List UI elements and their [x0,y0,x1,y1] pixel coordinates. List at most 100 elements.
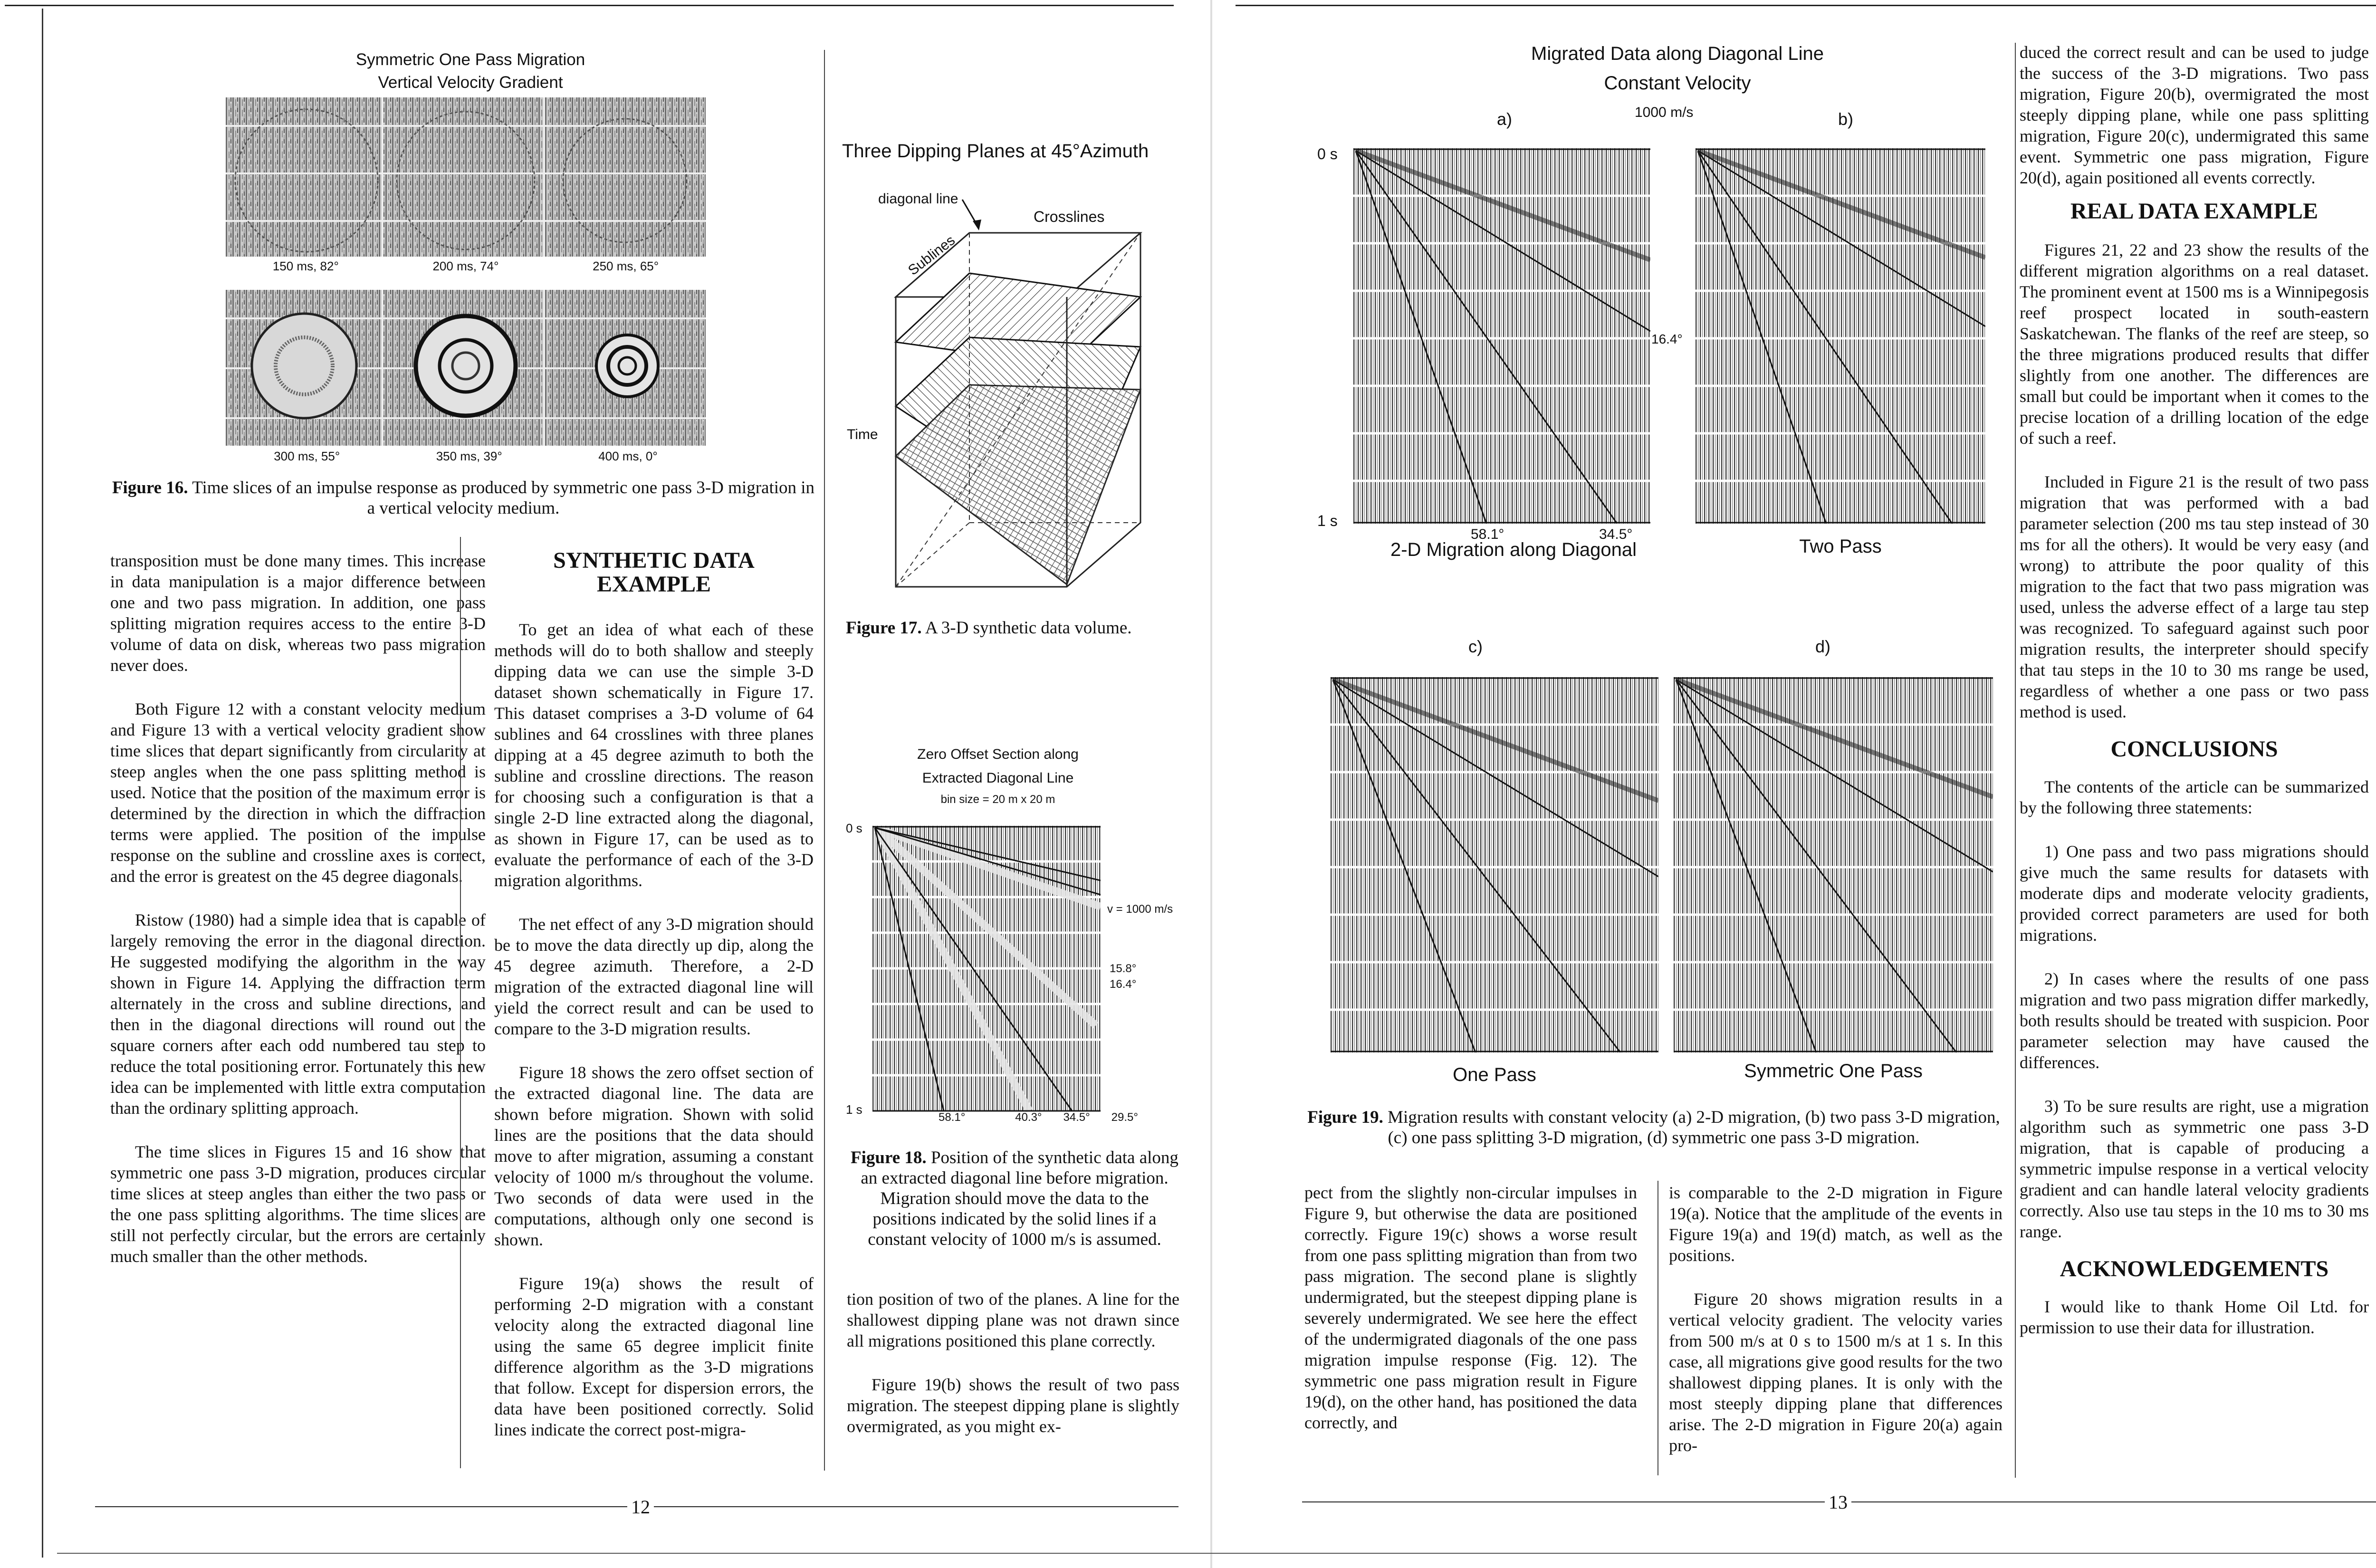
fig18-title-line2: Extracted Diagonal Line [922,770,1074,786]
fig19-panel-a [1353,148,1650,524]
fig19-name-a: 2-D Migration along Diagonal [1390,539,1637,560]
fig19-bottom-angle-2: 34.5° [1599,526,1633,542]
fig17-caption: Figure 17. A 3-D synthetic data volume. [846,618,1188,638]
fig16-row2-panel [226,290,706,446]
fig17-caption-label: Figure 17. [846,618,922,638]
fig19-y-bottom: 1 s [1317,512,1338,529]
fig18-title: Zero Offset Section along Extracted Diag… [874,743,1121,809]
col3-para-1: tion position of two of the planes. A li… [847,1290,1179,1350]
fig18-bottom-angle-3: 34.5° [1063,1111,1090,1124]
top-rule-left [5,5,1174,6]
col1-para-1: transposition must be done many times. T… [110,551,486,675]
fig16-row1-panel [226,97,706,257]
column-3: tion position of two of the planes. A li… [847,1289,1179,1460]
fig19-panel-b [1696,148,1985,524]
col2-para-3: Figure 18 shows the zero offset section … [494,1063,814,1249]
fig18-angle-b: 16.4° [1110,978,1137,991]
acknowledgements-heading: ACKNOWLEDGEMENTS [2060,1256,2329,1281]
fig18-title-line1: Zero Offset Section along [917,746,1079,762]
fig17-caption-text: A 3-D synthetic data volume. [925,618,1132,638]
fig18-caption: Figure 18. Position of the synthetic dat… [848,1147,1181,1250]
col1-para-4: The time slices in Figures 15 and 16 sho… [110,1142,486,1266]
fig16-row2-label-1: 300 ms, 55° [274,449,340,463]
fig18-subtitle: bin size = 20 m x 20 m [940,793,1055,806]
col1-para-3: Ristow (1980) had a simple idea that is … [110,910,486,1118]
fig19-title-line2: Constant Velocity [1604,73,1751,94]
col6-para-4: The contents of the article can be summa… [2020,777,2369,817]
fig18-y-top: 0 s [846,821,862,835]
fig16-caption-text: Time slices of an impulse response as pr… [192,478,815,518]
column-divider-2 [824,50,825,1471]
fig16-title-line2: Vertical Velocity Gradient [378,73,563,92]
fig17-label-time: Time [847,427,878,442]
fig16-row1-label-3: 250 ms, 65° [593,259,659,273]
col2-para-4: Figure 19(a) shows the result of perform… [494,1274,814,1439]
fig16-title: Symmetric One Pass Migration Vertical Ve… [219,48,722,94]
fig19-letter-d: d) [1815,637,1831,656]
col6-para-1: duced the correct result and can be used… [2020,43,2369,187]
fig19-name-b: Two Pass [1799,536,1882,557]
column-divider-5 [2015,43,2016,1478]
fig18-caption-text: Position of the synthetic data along an … [861,1148,1178,1249]
fig16-caption: Figure 16. Time slices of an impulse res… [109,478,817,518]
col2-para-1: To get an idea of what each of these met… [494,620,814,890]
col4-para-1: pect from the slightly non-circular impu… [1304,1183,1637,1432]
fig16-row2-label-3: 400 ms, 0° [598,449,658,463]
fig19-y-top: 0 s [1317,145,1338,163]
col3-para-2: Figure 19(b) shows the result of two pas… [847,1375,1179,1436]
fig16-row2-label-2: 350 ms, 39° [436,449,502,463]
fig16-row1-label-1: 150 ms, 82° [272,259,339,273]
column-5: is comparable to the 2-D migration in Fi… [1669,1182,2002,1479]
col6-para-8: I would like to thank Home Oil Ltd. for … [2020,1297,2369,1337]
fig19-title-line1: Migrated Data along Diagonal Line [1531,43,1824,64]
fig16-row1-label-2: 200 ms, 74° [432,259,499,273]
fig18-angle-a: 15.8° [1110,962,1137,975]
fig17-label-crosslines: Crosslines [1034,208,1105,225]
col6-para-2: Figures 21, 22 and 23 show the results o… [2020,240,2369,448]
fig18-velocity: v = 1000 m/s [1107,903,1173,916]
fig17-label-diagonal: diagonal line [878,191,958,207]
col5-para-1: is comparable to the 2-D migration in Fi… [1669,1183,2002,1265]
column-6: duced the correct result and can be used… [2020,42,2369,1361]
fig19-bottom-angle-1: 58.1° [1471,526,1504,542]
page-number-right: 13 [1825,1491,1851,1513]
fig19-title: Migrated Data along Diagonal Line Consta… [1454,39,1901,98]
fig18-bottom-angle-2: 40.3° [1015,1111,1042,1124]
column-1: transposition must be done many times. T… [110,550,486,1290]
column-4: pect from the slightly non-circular impu… [1304,1182,1637,1456]
fig18-bottom-angles: 58.1° 40.3° 34.5° 29.5° [939,1111,1138,1124]
col6-para-5: 1) One pass and two pass migrations shou… [2020,842,2369,945]
fig16-title-line1: Symmetric One Pass Migration [355,50,585,69]
conclusions-heading: CONCLUSIONS [2110,736,2278,762]
fig19-name-d: Symmetric One Pass [1744,1061,1923,1081]
column-2: SYNTHETIC DATA EXAMPLE To get an idea of… [494,549,814,1463]
fig19-panel-c [1331,677,1658,1052]
real-data-heading: REAL DATA EXAMPLE [2070,199,2318,224]
fig19-angle-mid: 16.4° [1651,332,1683,347]
fig19-caption-text: Migration results with constant velocity… [1388,1108,2000,1147]
col2-para-2: The net effect of any 3-D migration shou… [494,915,814,1038]
fig19-letter-c: c) [1468,637,1483,656]
fig19-letter-a: a) [1497,109,1513,129]
fig19-caption: Figure 19. Migration results with consta… [1304,1107,2003,1148]
column-divider-4 [1657,1181,1658,1475]
fig18-y-bottom: 1 s [846,1102,862,1117]
fig17-title: Three Dipping Planes at 45°Azimuth [842,141,1149,162]
fig19-velocity: 1000 m/s [1635,105,1694,120]
fig16-caption-label: Figure 16. [112,478,188,497]
top-rule-right [1236,5,2376,6]
fig19-caption-label: Figure 19. [1307,1108,1383,1127]
fig18-bottom-angle-1: 58.1° [939,1111,966,1124]
fig16-row2-labels: 300 ms, 55° 350 ms, 39° 400 ms, 0° [226,449,706,464]
fig19-letter-b: b) [1838,109,1854,129]
page-number-left: 12 [627,1496,654,1518]
column-divider-1 [460,537,461,1468]
col6-para-6: 2) In cases where the results of one pas… [2020,969,2369,1072]
col6-para-3: Included in Figure 21 is the result of t… [2020,472,2369,721]
fig18-bottom-angle-4: 29.5° [1111,1111,1138,1124]
bottom-rule [57,1553,2376,1554]
center-fold [1210,0,1212,1568]
col5-para-2: Figure 20 shows migration results in a v… [1669,1290,2002,1455]
fig19-name-c: One Pass [1453,1064,1536,1085]
col6-para-7: 3) To be sure results are right, use a m… [2020,1097,2369,1241]
